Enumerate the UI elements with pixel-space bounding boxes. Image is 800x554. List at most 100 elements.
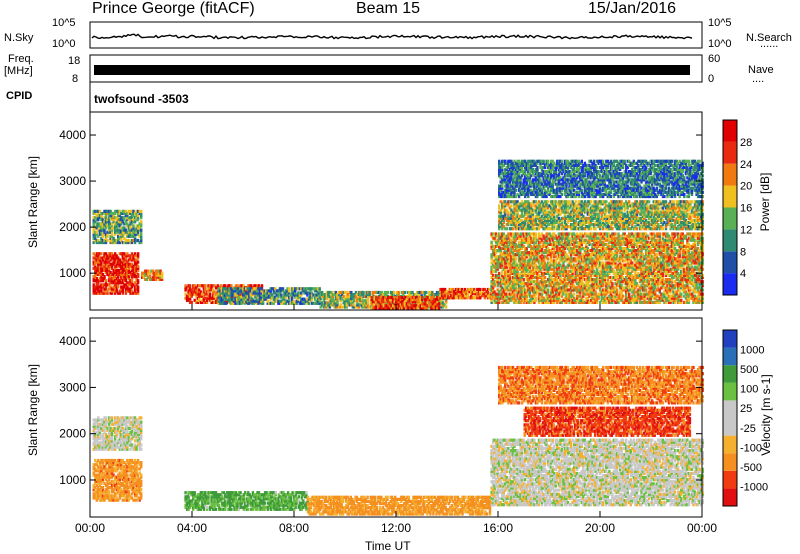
data-cell [112, 287, 115, 291]
data-cell [272, 291, 275, 295]
data-cell [614, 259, 617, 263]
data-cell [573, 242, 576, 246]
data-cell [594, 240, 597, 244]
data-cell [533, 257, 536, 261]
data-cell [583, 257, 587, 261]
data-cell [640, 234, 643, 238]
data-cell [550, 284, 553, 288]
data-cell [600, 269, 603, 273]
data-cell [339, 303, 342, 307]
data-cell [516, 296, 519, 300]
data-cell [496, 240, 499, 244]
data-cell [609, 292, 613, 296]
data-cell [154, 273, 158, 277]
data-cell [614, 236, 617, 240]
data-cell [121, 262, 124, 266]
data-cell [501, 259, 504, 263]
data-cell [185, 294, 189, 298]
data-cell [612, 296, 616, 300]
data-cell [199, 294, 202, 298]
data-cell [542, 280, 545, 284]
data-cell [92, 287, 95, 291]
data-cell [580, 232, 583, 236]
data-cell [524, 269, 527, 273]
data-cell [327, 301, 330, 305]
data-cell [612, 298, 616, 302]
data-cell [387, 298, 390, 302]
data-cell [490, 286, 493, 290]
data-cell [638, 249, 642, 253]
data-cell [118, 252, 121, 256]
data-cell [502, 238, 505, 242]
data-cell [396, 302, 399, 306]
data-cell [588, 288, 591, 292]
data-cell [126, 287, 129, 291]
data-cell [528, 280, 531, 284]
data-cell [525, 232, 528, 236]
data-cell [437, 290, 440, 295]
data-cell [582, 267, 585, 271]
data-cell [198, 298, 201, 302]
data-cell [283, 291, 286, 295]
data-cell [198, 294, 201, 298]
data-cell [643, 257, 646, 261]
data-cell [396, 304, 399, 308]
data-cell [597, 273, 600, 278]
data-cell [129, 291, 132, 295]
data-cell [647, 246, 651, 251]
data-cell [580, 280, 583, 284]
data-cell [562, 253, 565, 257]
data-cell [490, 298, 493, 302]
data-cell [379, 302, 383, 306]
data-cell [356, 299, 359, 303]
data-cell [365, 303, 368, 307]
data-cell [159, 273, 162, 277]
data-cell [637, 232, 640, 236]
data-cell [502, 240, 505, 244]
data-cell [130, 266, 134, 270]
data-cell [618, 296, 622, 300]
data-cell [548, 267, 551, 271]
data-cell [130, 258, 134, 262]
data-cell [542, 244, 545, 248]
data-cell [543, 280, 547, 284]
data-cell [632, 238, 635, 242]
data-cell [557, 246, 561, 251]
data-cell [94, 230, 97, 234]
data-cell [553, 271, 556, 275]
data-cell [123, 254, 126, 258]
data-cell [537, 296, 541, 300]
data-cell [159, 271, 162, 275]
data-cell [568, 263, 571, 267]
data-cell [106, 270, 109, 275]
data-cell [109, 226, 112, 230]
data-cell [560, 249, 564, 253]
data-cell [537, 255, 541, 259]
data-cell [568, 292, 571, 296]
data-cell [214, 286, 218, 290]
data-cell [508, 275, 512, 280]
data-cell [264, 291, 268, 295]
data-cell [599, 244, 602, 248]
data-cell [520, 298, 524, 302]
data-cell [363, 303, 367, 307]
data-cell [502, 236, 505, 240]
data-cell [626, 267, 629, 271]
data-cell [231, 297, 234, 301]
data-cell [496, 273, 499, 278]
data-cell [228, 284, 232, 288]
data-cell [126, 260, 129, 264]
data-cell [133, 272, 137, 277]
data-cell [362, 301, 365, 305]
data-cell [582, 282, 585, 286]
data-cell [533, 288, 536, 292]
data-cell [626, 234, 629, 238]
data-cell [612, 242, 616, 246]
data-cell [649, 288, 652, 292]
data-cell [208, 288, 212, 292]
data-cell [107, 275, 111, 279]
data-cell [534, 236, 538, 240]
data-cell [511, 263, 515, 267]
data-cell [580, 288, 583, 292]
